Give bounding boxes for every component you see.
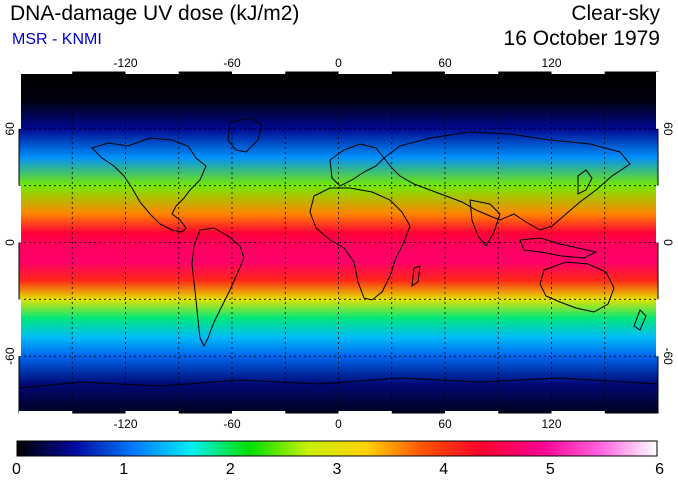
colorbar-bar (16, 440, 658, 457)
lon-tick-label-top: -120 (113, 56, 137, 70)
frame-tick-bottom (551, 411, 605, 414)
lon-tick-label-bottom: 60 (438, 417, 452, 431)
lat-tick-label-right: 60 (661, 122, 675, 136)
longitude-labels-top: -120 -60 0 60 120 (113, 56, 561, 70)
map-title: DNA-damage UV dose (kJ/m2) (10, 2, 300, 25)
frame-tick-bottom (338, 411, 392, 414)
frame-tick-right (656, 72, 659, 129)
lat-tick-label-right: 0 (661, 239, 675, 246)
frame-tick-bottom (232, 411, 286, 414)
colorbar-tick-label: 5 (546, 461, 555, 478)
frame-tick-left (18, 185, 21, 243)
frame-tick-marks (18, 71, 659, 414)
coastline-antarctica (19, 377, 658, 389)
colorbar-tick-label: 0 (12, 461, 21, 478)
coastline-madagascar (411, 265, 421, 288)
coastline-australia (539, 261, 615, 313)
frame-tick-top (125, 71, 179, 74)
frame-tick-left (18, 299, 21, 357)
lat-tick-label-left: 0 (3, 239, 17, 246)
lat-tick-label-right: -60 (661, 347, 675, 365)
lon-tick-label-bottom: 120 (541, 417, 561, 431)
map-frame (18, 71, 659, 414)
lon-tick-label-bottom: -120 (113, 417, 137, 431)
frame-tick-left (18, 72, 21, 129)
frame-tick-bottom (19, 411, 73, 414)
lon-tick-label-top: 120 (541, 56, 561, 70)
colorbar-tick-label: 1 (119, 461, 128, 478)
frame-tick-top (19, 71, 73, 74)
frame-tick-right (656, 185, 659, 243)
colorbar-tick-label: 3 (333, 461, 342, 478)
lat-tick-label-left: 60 (3, 122, 17, 136)
map-overlays (19, 72, 658, 413)
coastline-japan (577, 169, 593, 195)
frame-tick-bottom (125, 411, 179, 414)
coastline-south-america (191, 227, 245, 348)
sky-condition-label: Clear-sky (571, 2, 660, 25)
source-label: MSR - KNMI (12, 31, 102, 48)
coastline-india (469, 199, 501, 247)
lon-tick-label-top: -60 (223, 56, 241, 70)
coastline-europe (329, 143, 385, 187)
coastline-new-zealand (633, 309, 647, 331)
colorbar-tick-label: 2 (226, 461, 235, 478)
longitude-labels-bottom: -120 -60 0 60 120 (113, 417, 561, 431)
frame-tick-top (551, 71, 605, 74)
lat-tick-label-left: -60 (3, 347, 17, 365)
date-label: 16 October 1979 (503, 27, 660, 50)
graticule (19, 72, 658, 413)
colorbar-tick-label: 4 (439, 461, 448, 478)
frame-tick-top (338, 71, 392, 74)
coastline-africa (309, 187, 411, 301)
lon-tick-label-bottom: -60 (223, 417, 241, 431)
frame-tick-top (445, 71, 499, 74)
lon-tick-label-top: 0 (335, 56, 342, 70)
frame-tick-right (656, 299, 659, 357)
lon-tick-label-bottom: 0 (335, 417, 342, 431)
coastline-indonesia (519, 237, 598, 259)
frame-tick-top (232, 71, 286, 74)
colorbar-labels: 0 1 2 3 4 5 6 (12, 461, 664, 478)
latitude-labels-right: 60 0 -60 (661, 122, 675, 365)
coastline-greenland (227, 117, 263, 153)
coastline-north-america (91, 137, 207, 233)
frame-tick-bottom (445, 411, 499, 414)
coastlines (19, 117, 658, 389)
lon-tick-label-top: 60 (438, 56, 452, 70)
colorbar: 0 1 2 3 4 5 6 (12, 440, 664, 478)
colorbar-tick-label: 6 (655, 461, 664, 478)
coastline-asia (383, 131, 631, 231)
latitude-labels-left: 60 0 -60 (3, 122, 17, 365)
